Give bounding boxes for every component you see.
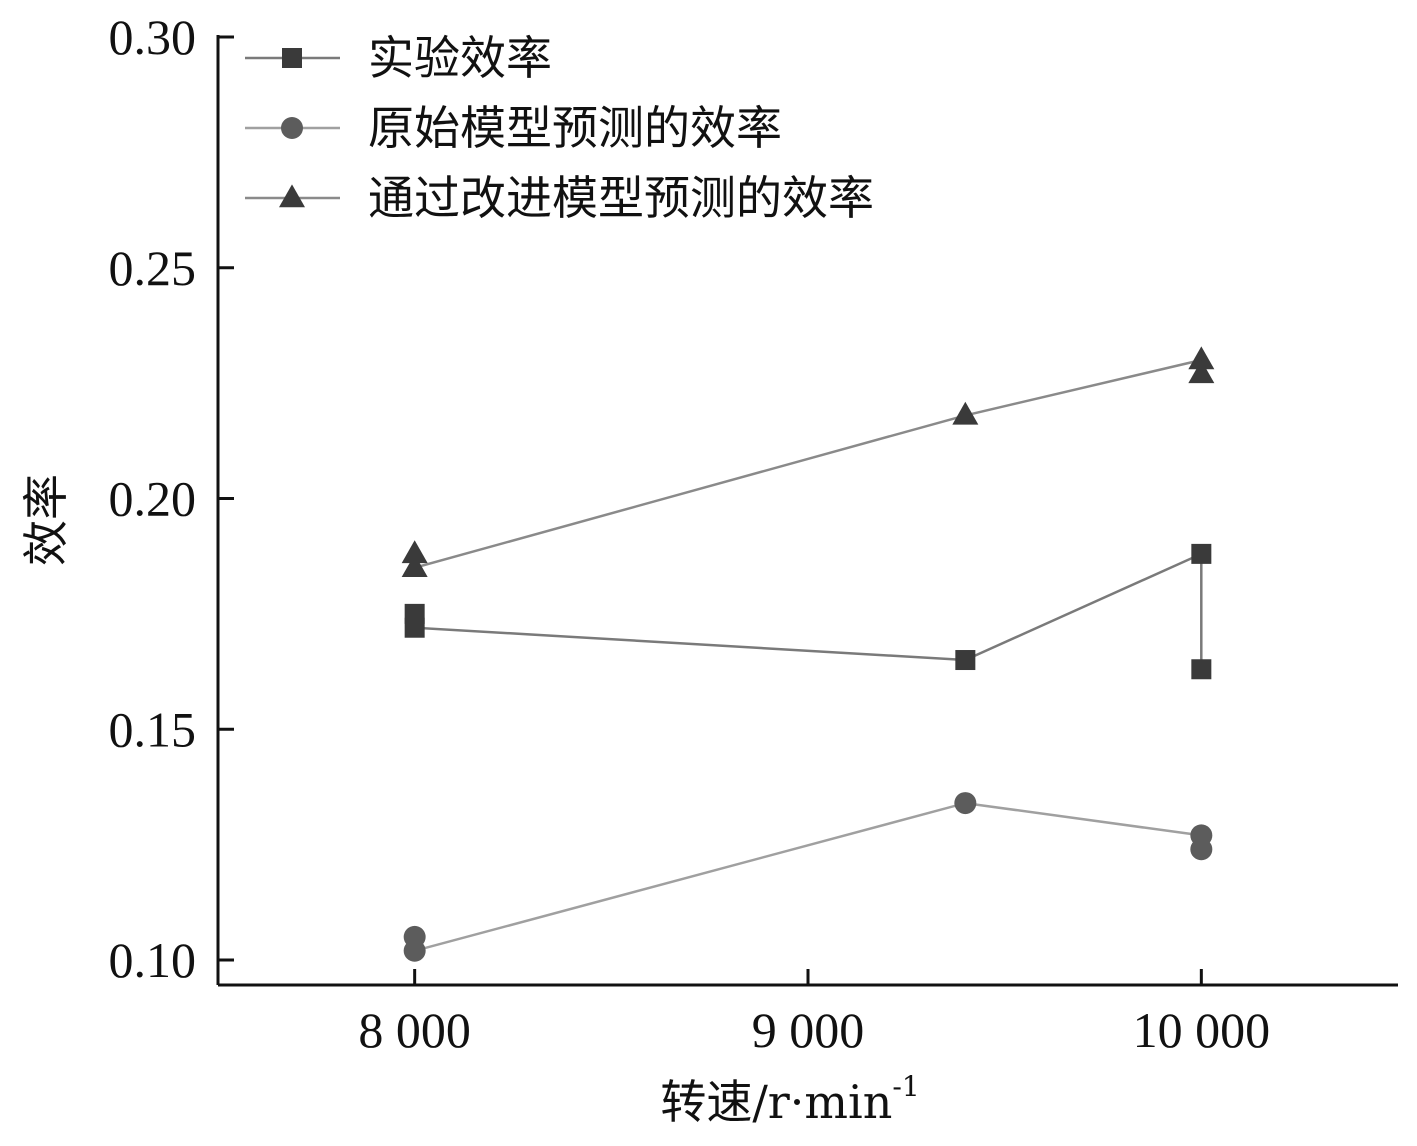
data-point [404,617,425,638]
data-point [952,401,979,425]
x-tick-label: 10 000 [1133,1002,1271,1058]
data-point [403,939,426,962]
data-point [955,650,976,671]
legend-entry: 原始模型预测的效率 [245,101,782,155]
legend-label: 实验效率 [368,31,552,85]
chart-series [401,346,1215,962]
data-point [401,540,428,564]
y-tick-label: 0.15 [109,701,197,757]
y-tick-label: 0.30 [109,9,197,65]
y-tick-label: 0.10 [109,932,197,988]
data-point [1188,346,1215,370]
series-line [413,551,1203,670]
legend-marker [279,184,305,208]
legend-marker [282,48,302,68]
data-point [1190,838,1213,861]
legend-marker [281,117,303,139]
legend-label: 原始模型预测的效率 [368,101,782,155]
x-tick-label: 9 000 [752,1002,865,1058]
y-axis-title: 效率 [19,474,73,566]
x-axis-title: 转速/r·min-1 [660,1070,919,1129]
x-axis-title-main: 转速/r·min [660,1075,892,1129]
x-axis-title-superscript: -1 [892,1070,919,1103]
data-point [1188,360,1215,384]
x-tick-label: 8 000 [358,1002,471,1058]
series-line [413,801,1203,953]
series-line [413,358,1203,570]
series-circle [403,792,1213,962]
series-square [404,543,1212,680]
legend-entry: 实验效率 [245,31,552,85]
data-point [1191,543,1212,564]
chart-axes: 0.10 0.15 0.20 0.25 0.30 8 000 9 000 10 000 [109,9,1398,1058]
y-tick-label: 0.20 [109,471,197,527]
data-point [1191,659,1212,680]
data-point [954,792,977,815]
y-tick-label: 0.25 [109,240,197,296]
legend-entry: 通过改进模型预测的效率 [245,171,874,225]
data-point [401,554,428,577]
legend-label: 通过改进模型预测的效率 [368,171,874,225]
series-triangle [401,346,1215,577]
